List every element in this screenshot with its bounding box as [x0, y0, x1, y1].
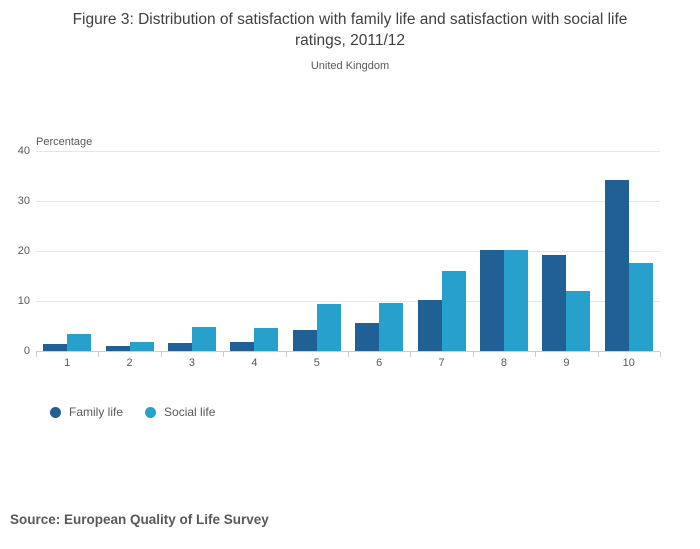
bar-social-life-7 [441, 271, 466, 351]
x-tick-label-6: 6 [376, 357, 383, 369]
bar-family-life-4 [230, 341, 255, 351]
bar-social-life-5 [316, 304, 341, 351]
legend-item-social-life[interactable]: Social life [145, 405, 215, 419]
bar-social-life-1 [67, 333, 92, 351]
bar-social-life-4 [254, 327, 279, 351]
bar-social-life-9 [566, 291, 591, 351]
bar-social-life-3 [192, 326, 216, 351]
x-tick-label-2: 2 [126, 357, 133, 369]
x-axis-tick [348, 352, 349, 357]
legend: Family life Social life [50, 405, 215, 419]
bar-family-life-1 [43, 344, 68, 351]
bar-family-life-6 [355, 322, 380, 351]
x-axis-tick [660, 352, 661, 357]
x-tick-label-8: 8 [500, 357, 508, 369]
plot-area: 0 10 20 30 40 1 2 3 4 5 6 7 8 9 10 [18, 145, 661, 369]
chart-title: Figure 3: Distribution of satisfaction w… [72, 11, 628, 49]
x-axis-tick [98, 352, 100, 357]
gridline-y-30 [36, 200, 660, 202]
bar-social-life-6 [379, 303, 404, 351]
y-tick-label-30: 30 [17, 194, 30, 207]
x-axis-tick [285, 352, 287, 357]
x-tick-label-4: 4 [251, 357, 258, 369]
bar-social-life-10 [628, 263, 653, 351]
x-axis-tick [223, 352, 225, 357]
bar-social-life-2 [129, 341, 154, 351]
bar-family-life-8 [480, 250, 504, 351]
source-note: Source: European Quality of Life Survey [10, 512, 269, 527]
x-tick-label-9: 9 [563, 357, 570, 369]
y-axis-title: Percentage [36, 136, 93, 148]
bar-family-life-7 [417, 300, 442, 351]
gridline-y-20 [36, 250, 660, 252]
x-axis-tick [36, 352, 37, 357]
x-axis-tick [535, 352, 537, 357]
gridline-y-10 [36, 300, 660, 302]
bar-family-life-9 [542, 255, 567, 351]
x-axis-tick [597, 352, 599, 357]
y-tick-label-10: 10 [17, 294, 30, 307]
bar-family-life-5 [292, 329, 317, 351]
y-tick-label-0: 0 [23, 344, 30, 357]
bar-family-life-3 [168, 342, 192, 351]
legend-swatch-icon [50, 406, 61, 418]
legend-swatch-icon [145, 406, 157, 418]
bar-family-life-10 [604, 180, 629, 351]
x-tick-label-3: 3 [188, 357, 196, 369]
legend-label: Social life [164, 405, 216, 419]
x-tick-label-5: 5 [313, 357, 320, 369]
bar-social-life-8 [504, 250, 528, 351]
y-tick-label-40: 40 [17, 144, 30, 157]
x-tick-label-1: 1 [64, 357, 71, 369]
x-axis-tick [472, 352, 474, 357]
x-tick-label-10: 10 [622, 357, 635, 369]
chart-subtitle: United Kingdom [310, 60, 390, 72]
x-axis-tick [410, 352, 412, 357]
y-tick-label-20: 20 [17, 244, 30, 257]
x-tick-label-7: 7 [438, 357, 445, 369]
gridline-y-40 [36, 150, 660, 152]
legend-label: Family life [69, 405, 124, 419]
x-axis-line [36, 351, 660, 352]
x-axis-tick [160, 352, 162, 357]
legend-item-family-life[interactable]: Family life [50, 405, 123, 419]
bar-family-life-2 [105, 345, 130, 351]
